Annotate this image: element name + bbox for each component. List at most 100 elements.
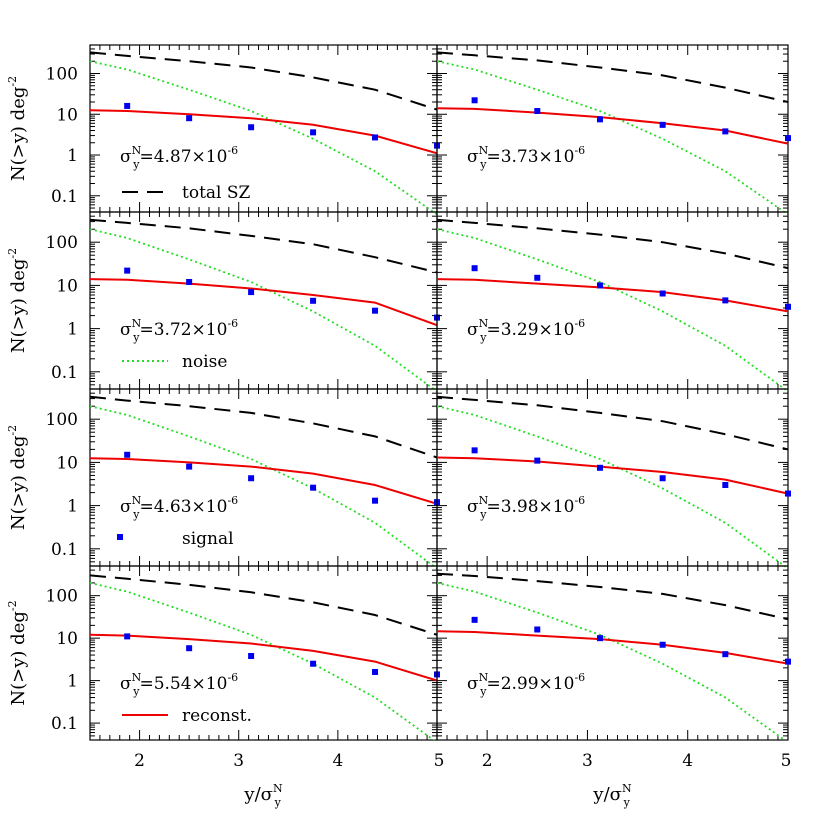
signal-point <box>785 490 791 497</box>
x-axis-label: y/σN y <box>592 782 632 809</box>
signal-point <box>471 447 478 454</box>
panel-frame <box>89 211 438 390</box>
signal-point <box>722 128 729 135</box>
signal-point <box>248 653 255 660</box>
x-tick-label: 4 <box>682 751 693 771</box>
signal-point <box>785 303 791 310</box>
signal-point <box>534 457 541 464</box>
reconst-series-line <box>90 278 437 327</box>
panel-frame <box>89 388 438 567</box>
signal-point <box>124 633 131 640</box>
signal-point <box>248 475 255 482</box>
panel-4: σN y=3.29×10-6 <box>436 211 791 393</box>
signal-point <box>659 290 666 297</box>
signal-point <box>596 282 603 289</box>
y-axis-label: N(>y) deg-2 <box>6 248 29 353</box>
sigma-annotation: σN y=2.99×10-6 <box>467 671 585 698</box>
legend-label: reconst. <box>182 706 252 726</box>
total-sz-series-line <box>437 51 788 103</box>
panel-6: σN y=3.98×10-6 <box>436 388 791 570</box>
signal-point <box>596 116 603 123</box>
y-tick-label: 100 <box>46 587 78 607</box>
y-tick-label: 10 <box>56 629 78 649</box>
y-tick-label: 0.1 <box>51 187 78 207</box>
y-tick-label: 10 <box>56 105 78 125</box>
panel-grid: 0.1 1 10 100 σN y=4.87×10-6 σN y=3.73×10-6 0.1 1 1… <box>46 44 791 771</box>
y-tick-label: 1 <box>67 672 78 692</box>
signal-point <box>372 668 379 675</box>
y-tick-label: 1 <box>67 146 78 166</box>
total-sz-series-line <box>90 51 437 111</box>
sigma-annotation: σN y=3.29×10-6 <box>467 317 585 344</box>
reconst-series-line <box>437 107 788 145</box>
legend-label: total SZ <box>182 183 251 203</box>
total-sz-series-line <box>90 574 437 636</box>
y-axis-label: N(>y) deg-2 <box>6 425 29 530</box>
signal-point <box>186 278 193 285</box>
noise-series-line <box>437 60 788 216</box>
signal-point <box>471 97 478 104</box>
signal-point <box>186 115 193 122</box>
reconst-series-line <box>437 456 788 495</box>
signal-point <box>471 265 478 272</box>
legend-label: noise <box>182 352 227 372</box>
x-tick-label: 2 <box>482 751 493 771</box>
panel-7: 0.1 1 10 100 2 3 4 5 σN y=5.54×10-6 <box>46 565 445 771</box>
legend-noise: noise <box>122 352 227 372</box>
signal-point <box>722 297 729 304</box>
y-tick-label: 0.1 <box>51 714 78 734</box>
signal-point <box>659 641 666 648</box>
sigma-annotation: σN y=3.72×10-6 <box>120 317 238 344</box>
signal-point <box>722 651 729 658</box>
signal-point <box>372 497 379 504</box>
total-sz-series-line <box>90 395 437 459</box>
x-tick-label: 3 <box>582 751 593 771</box>
sigma-annotation: σN y=3.73×10-6 <box>467 144 585 171</box>
y-tick-label: 100 <box>46 233 78 253</box>
panel-frame <box>436 565 789 741</box>
panel-1: 0.1 1 10 100 σN y=4.87×10-6 <box>46 44 440 216</box>
panel-5: 0.1 1 10 100 σN y=4.63×10-6 <box>46 388 440 570</box>
y-axis-label: N(>y) deg-2 <box>6 600 29 705</box>
x-axis-label: y/σN y <box>243 782 283 809</box>
legend-signal: signal <box>117 529 234 549</box>
signal-point <box>248 124 255 131</box>
y-tick-label: 100 <box>46 64 78 84</box>
y-tick-label: 0.1 <box>51 540 78 560</box>
signal-point <box>186 645 193 652</box>
legend-signal-marker <box>117 534 123 540</box>
signal-point <box>785 658 791 665</box>
sigma-annotation: σN y=5.54×10-6 <box>120 671 238 698</box>
panel-3: 0.1 1 10 100 σN y=3.72×10-6 <box>46 211 440 393</box>
panel-8: 2 3 4 5 σN y=2.99×10-6 <box>436 565 791 771</box>
noise-series-line <box>90 228 437 393</box>
total-sz-series-line <box>437 395 788 451</box>
y-tick-label: 1 <box>67 320 78 340</box>
signal-point <box>310 484 317 491</box>
signal-point <box>310 660 317 667</box>
signal-point <box>596 464 603 471</box>
noise-series-line <box>90 582 436 740</box>
x-tick-label: 4 <box>332 751 343 771</box>
reconst-series-line <box>437 278 788 313</box>
signal-point <box>186 463 193 470</box>
signal-point <box>310 129 317 136</box>
signal-point <box>659 121 666 128</box>
reconst-series-line <box>90 457 437 505</box>
signal-point <box>596 635 603 642</box>
signal-point <box>471 616 478 623</box>
x-tick-label: 3 <box>233 751 244 771</box>
panel-frame <box>436 211 789 390</box>
panel-frame <box>89 565 438 741</box>
noise-series-line <box>437 405 788 570</box>
signal-point <box>372 134 379 141</box>
signal-point <box>534 274 541 281</box>
y-axis-label: N(>y) deg-2 <box>6 76 29 181</box>
legend-label: signal <box>182 529 234 549</box>
x-tick-label: 5 <box>434 751 445 771</box>
reconst-series-line <box>437 630 788 665</box>
signal-point <box>534 108 541 115</box>
sigma-annotation: σN y=4.63×10-6 <box>120 494 238 521</box>
sigma-annotation: σN y=3.98×10-6 <box>467 494 585 521</box>
